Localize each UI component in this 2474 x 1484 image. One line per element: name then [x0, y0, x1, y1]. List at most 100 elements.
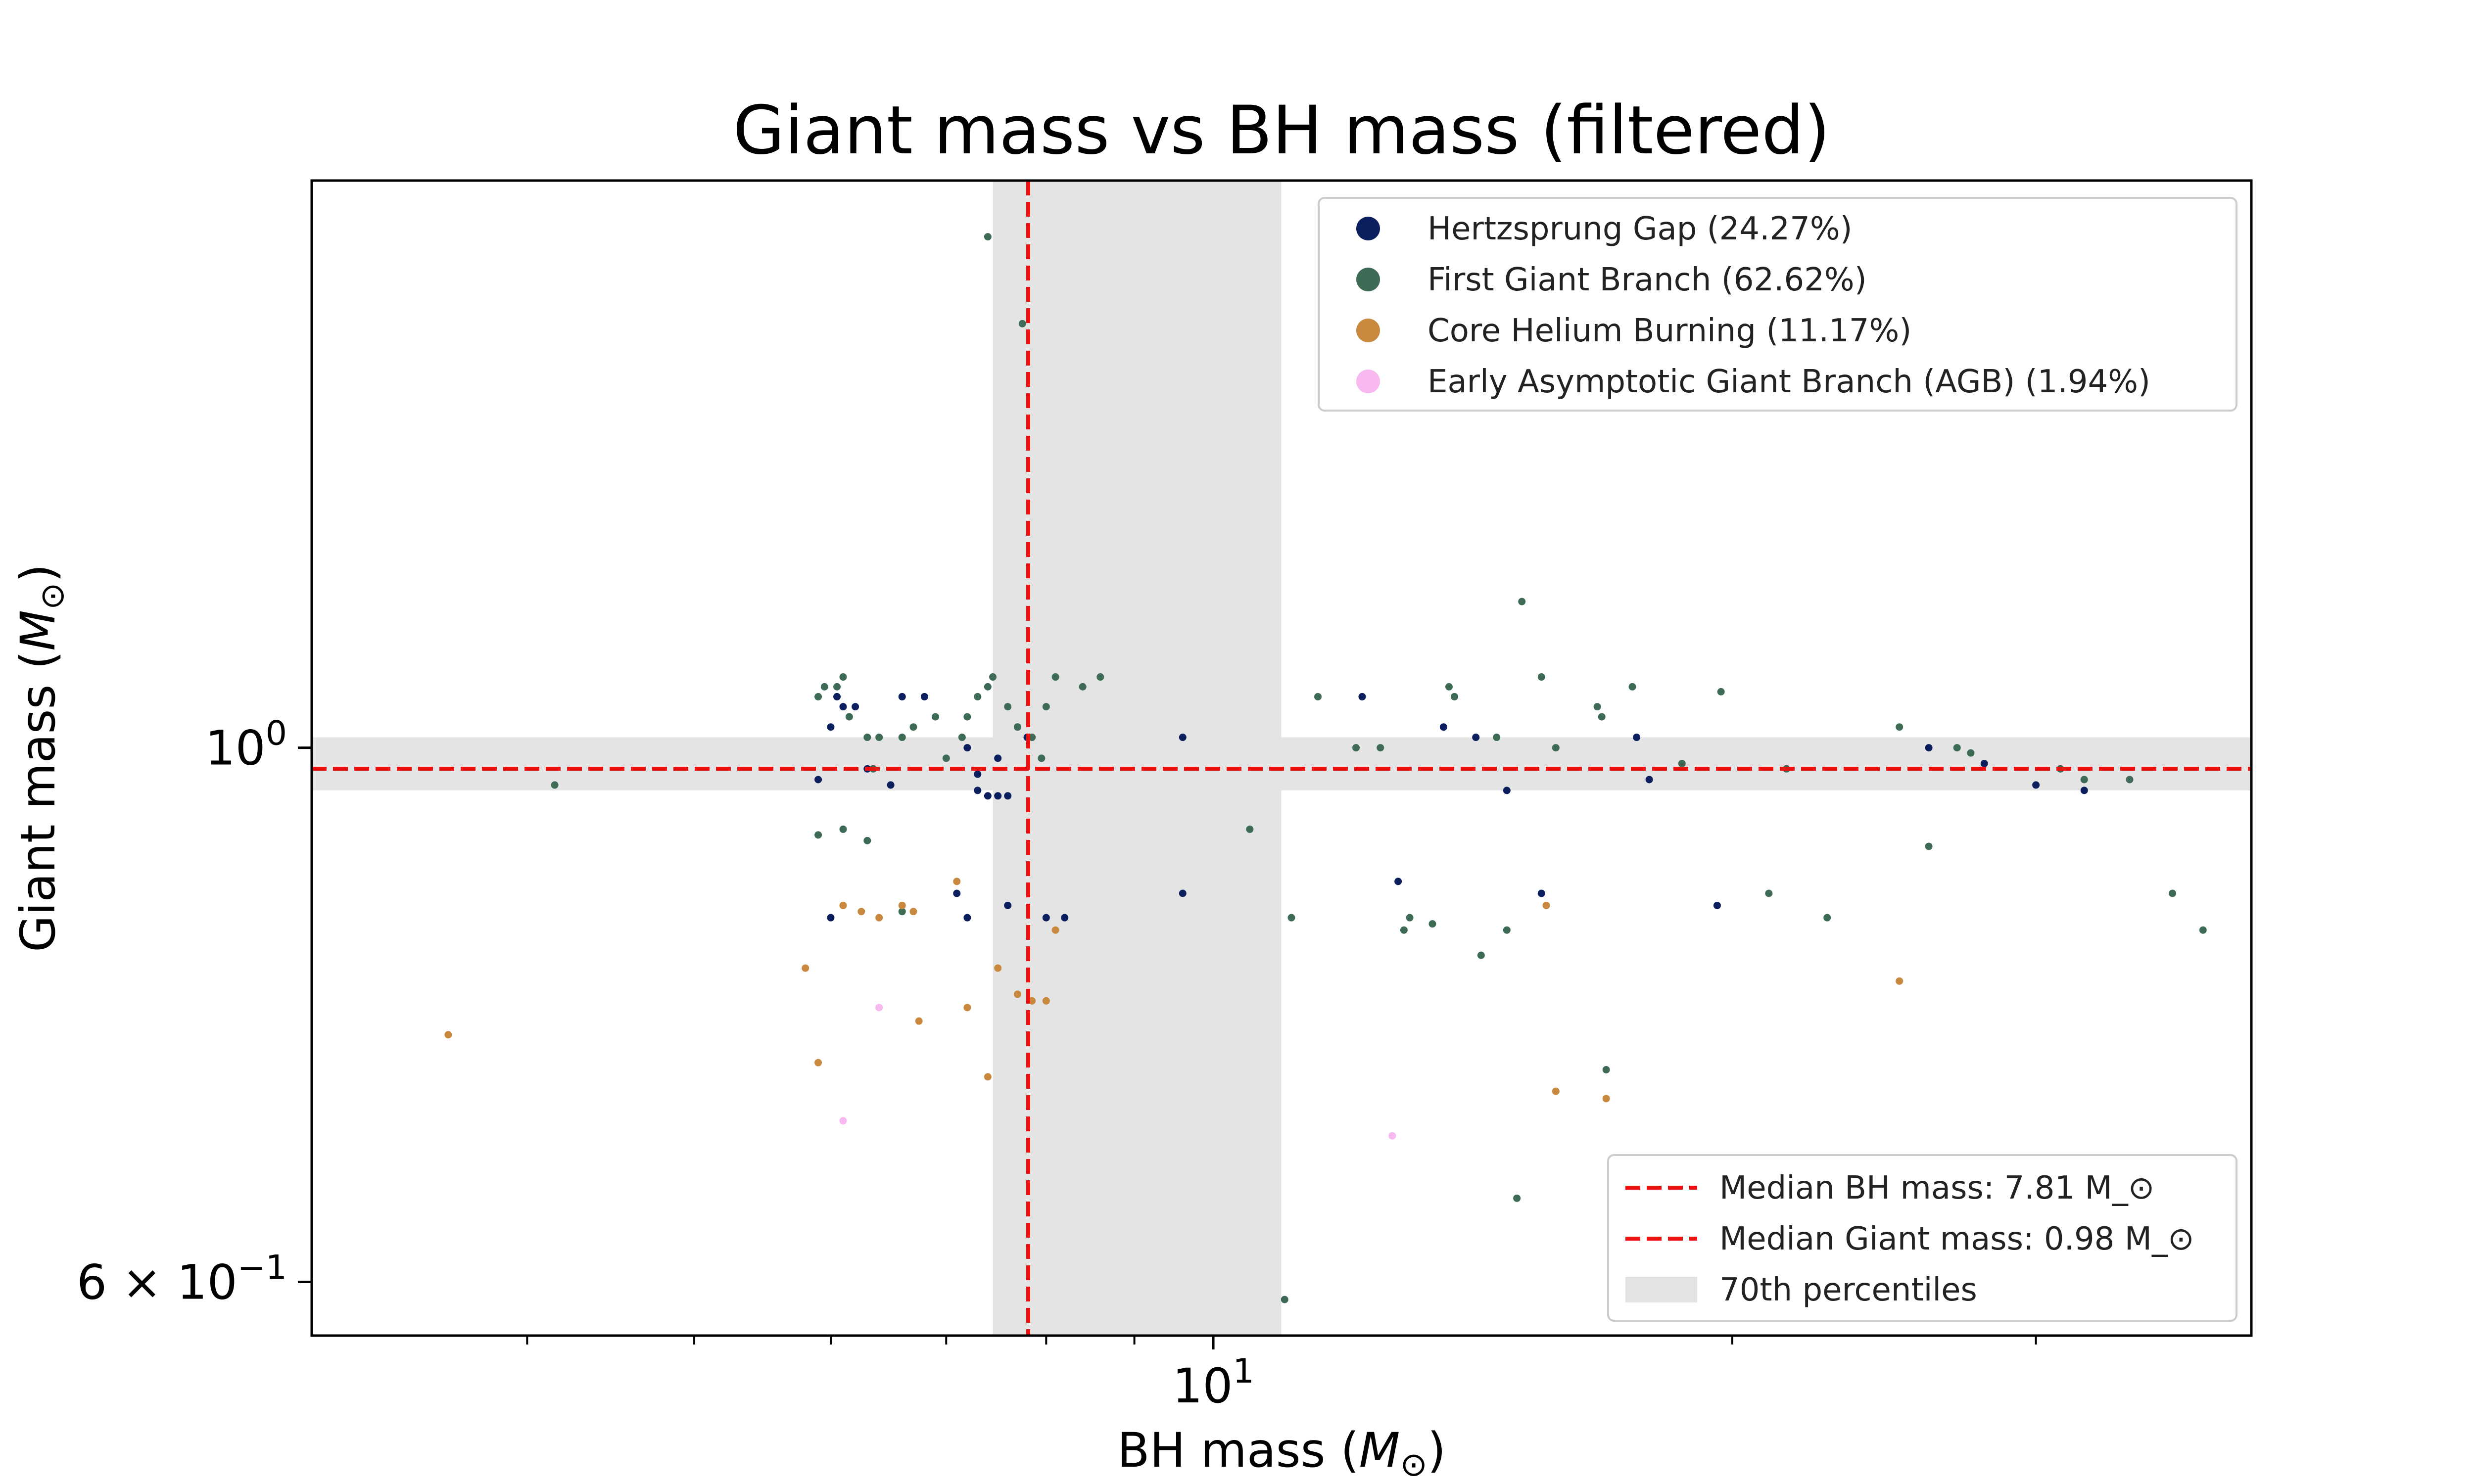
legend-label: 70th percentiles	[1719, 1272, 1977, 1308]
data-point-s1-1	[814, 693, 822, 700]
scatter-points	[444, 233, 2207, 1303]
chart-title: Giant mass vs BH mass (filtered)	[733, 92, 1830, 169]
data-point-s0-29	[1503, 787, 1511, 794]
data-point-s1-47	[1552, 744, 1560, 752]
legend-label: Hertzsprung Gap (24.27%)	[1427, 211, 1853, 247]
data-point-s2-1	[802, 964, 809, 972]
data-point-s1-6	[863, 734, 871, 742]
data-point-s1-17	[989, 673, 997, 681]
data-point-s2-10	[963, 1004, 971, 1012]
legend-lines: Median BH mass: 7.81 M_⊙ Median Giant mas…	[1607, 1154, 2237, 1322]
data-point-s1-43	[1493, 734, 1501, 742]
data-point-s0-35	[1980, 760, 1988, 768]
data-point-s3-2	[1388, 1132, 1396, 1140]
data-point-s1-48	[1593, 703, 1601, 711]
data-point-s0-18	[953, 889, 961, 897]
data-point-s2-16	[1051, 926, 1059, 934]
data-point-s0-1	[827, 723, 835, 731]
legend-series-box	[1318, 197, 2237, 412]
data-point-s1-15	[974, 693, 982, 700]
data-point-s1-39	[1428, 920, 1436, 928]
data-point-s1-12	[942, 754, 950, 762]
median-lines	[312, 181, 2251, 1336]
y-tick-label: 100	[205, 714, 287, 776]
plot-frame	[310, 179, 2253, 1337]
legend-label: Median BH mass: 7.81 M_⊙	[1719, 1170, 2154, 1206]
data-point-s2-13	[1014, 990, 1022, 998]
data-point-s1-4	[839, 673, 847, 681]
y-tick-label: 6 × 10−1	[77, 1249, 287, 1310]
axis-ticks: 101 100 6 × 10−1	[77, 714, 2037, 1414]
data-point-s2-8	[915, 1017, 923, 1025]
data-point-s1-57	[1896, 723, 1903, 731]
data-point-s2-17	[1542, 901, 1550, 909]
data-point-s0-31	[1633, 734, 1641, 742]
data-point-s1-16	[984, 683, 992, 691]
data-point-s2-5	[875, 914, 883, 922]
data-point-s1-41	[1450, 693, 1458, 700]
data-point-s1-2	[820, 683, 828, 691]
data-point-s1-63	[2126, 776, 2134, 784]
data-point-s1-27	[1018, 320, 1026, 327]
data-point-s1-52	[1678, 760, 1686, 768]
data-point-s1-42	[1477, 951, 1485, 959]
x-tick-label: 101	[1172, 1352, 1254, 1414]
legend-marker	[1356, 217, 1380, 240]
data-point-s1-44	[1503, 926, 1511, 934]
data-point-s1-23	[1051, 673, 1059, 681]
data-point-s1-50	[1602, 1066, 1610, 1074]
data-point-s0-34	[1925, 744, 1933, 752]
legend-label: Core Helium Burning (11.17%)	[1427, 313, 1911, 349]
legend-marker	[1356, 268, 1380, 291]
data-point-s1-0	[551, 781, 559, 789]
data-point-s2-12	[994, 964, 1002, 972]
data-point-s0-38	[827, 914, 835, 922]
data-point-s1-31	[898, 908, 906, 916]
data-point-s1-51	[1628, 683, 1636, 691]
data-point-s0-21	[1042, 914, 1050, 922]
data-point-s0-8	[920, 693, 928, 700]
data-point-s1-8	[875, 734, 883, 742]
data-point-s1-34	[1314, 693, 1322, 700]
data-point-s0-13	[1004, 792, 1012, 800]
data-point-s1-62	[2080, 776, 2088, 784]
data-point-s2-2	[814, 1059, 822, 1067]
legend-label: First Giant Branch (62.62%)	[1427, 262, 1867, 298]
data-point-s1-59	[1953, 744, 1961, 752]
data-point-s0-10	[974, 787, 982, 794]
data-point-s2-11	[984, 1073, 992, 1081]
data-point-s0-25	[1358, 693, 1366, 700]
data-point-s1-35	[1352, 744, 1360, 752]
data-point-s3-1	[875, 1004, 883, 1012]
y-axis-label: Giant mass (M⊙)	[10, 564, 71, 952]
data-point-s1-10	[909, 723, 917, 731]
legend-label: Median Giant mass: 0.98 M_⊙	[1719, 1221, 2194, 1257]
x-axis-label: BH mass (M⊙)	[1117, 1423, 1446, 1484]
data-point-s1-56	[1823, 914, 1831, 922]
data-point-s1-58	[1925, 842, 1933, 850]
data-point-s0-36	[2032, 781, 2040, 789]
legend-band-swatch	[1625, 1277, 1697, 1302]
data-point-s0-19	[963, 914, 971, 922]
data-point-s1-9	[898, 734, 906, 742]
data-point-s2-20	[1896, 977, 1903, 985]
data-point-s1-33	[1287, 914, 1295, 922]
legend-label: Early Asymptotic Giant Branch (AGB) (1.9…	[1427, 364, 2150, 400]
data-point-s0-11	[984, 792, 992, 800]
data-point-s1-60	[1967, 749, 1975, 757]
data-point-s1-32	[1246, 825, 1254, 833]
data-point-s0-27	[1439, 723, 1447, 731]
data-point-s0-33	[1713, 901, 1721, 909]
legend-marker	[1356, 370, 1380, 393]
data-point-s0-3	[833, 693, 841, 700]
data-point-s0-9	[963, 744, 971, 752]
data-point-s0-28	[1472, 734, 1480, 742]
data-point-s2-9	[953, 878, 961, 885]
data-point-s1-46	[1537, 673, 1545, 681]
data-point-s2-3	[839, 901, 847, 909]
data-point-s1-37	[1400, 926, 1408, 934]
data-point-s1-5	[845, 713, 853, 721]
data-point-s1-30	[863, 836, 871, 844]
data-point-s1-22	[1042, 703, 1050, 711]
